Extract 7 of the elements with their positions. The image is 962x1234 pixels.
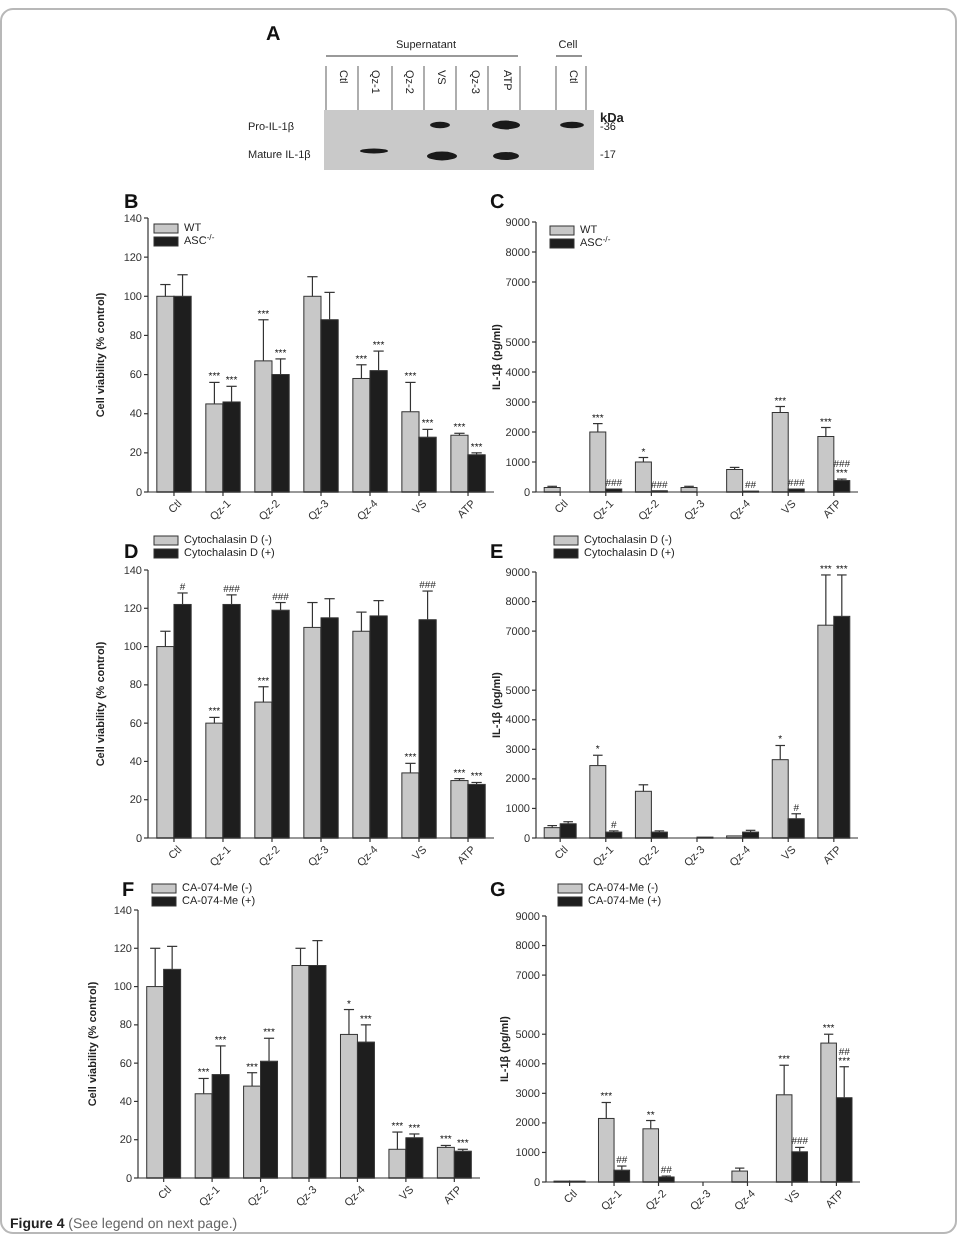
chart-title: G bbox=[490, 880, 506, 902]
chart-title: F bbox=[122, 880, 135, 902]
chart-title: D bbox=[124, 542, 139, 564]
chart-title: E bbox=[490, 542, 504, 564]
chart-title: C bbox=[490, 192, 505, 214]
text: A bbox=[266, 24, 281, 46]
chart-title: B bbox=[124, 192, 139, 214]
